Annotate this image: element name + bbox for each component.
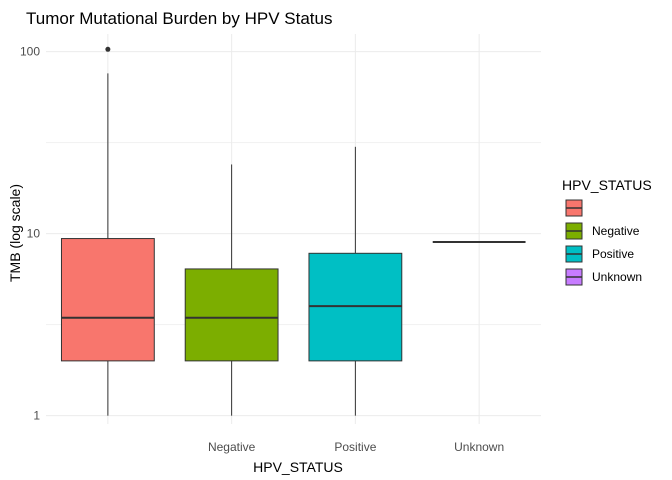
legend-label: Positive [592, 247, 634, 261]
legend-label: Negative [592, 224, 640, 238]
box-iqr [308, 252, 403, 362]
legend: HPV_STATUS Negative Positive Unknown [562, 177, 652, 286]
x-tick-label: Negative [208, 440, 256, 454]
x-tick-label: Unknown [454, 440, 504, 454]
x-axis-title: HPV_STATUS [253, 459, 343, 475]
box-group [60, 46, 155, 416]
legend-label: Unknown [592, 270, 642, 284]
legend-items: Negative Positive Unknown [565, 199, 642, 286]
x-tick-label: Positive [334, 440, 376, 454]
box-group [184, 164, 279, 416]
legend-item [565, 199, 583, 217]
y-tick-label: 1 [33, 409, 40, 423]
boxes [60, 46, 526, 416]
legend-title: HPV_STATUS [562, 177, 652, 193]
outlier-point [105, 46, 111, 52]
y-axis-title: TMB (log scale) [7, 184, 23, 282]
chart-title: Tumor Mutational Burden by HPV Status [26, 9, 332, 28]
grid-lines [46, 34, 541, 424]
legend-item: Unknown [565, 268, 642, 286]
y-tick-label: 10 [27, 227, 41, 241]
y-tick-label: 100 [20, 45, 40, 59]
box-iqr [60, 238, 155, 362]
box-group [308, 146, 403, 416]
box-iqr [184, 268, 279, 362]
legend-item: Negative [565, 222, 640, 240]
y-axis-ticks: 1 10 100 [20, 45, 40, 423]
legend-item: Positive [565, 245, 634, 263]
x-axis-ticks: Negative Positive Unknown [208, 440, 504, 454]
